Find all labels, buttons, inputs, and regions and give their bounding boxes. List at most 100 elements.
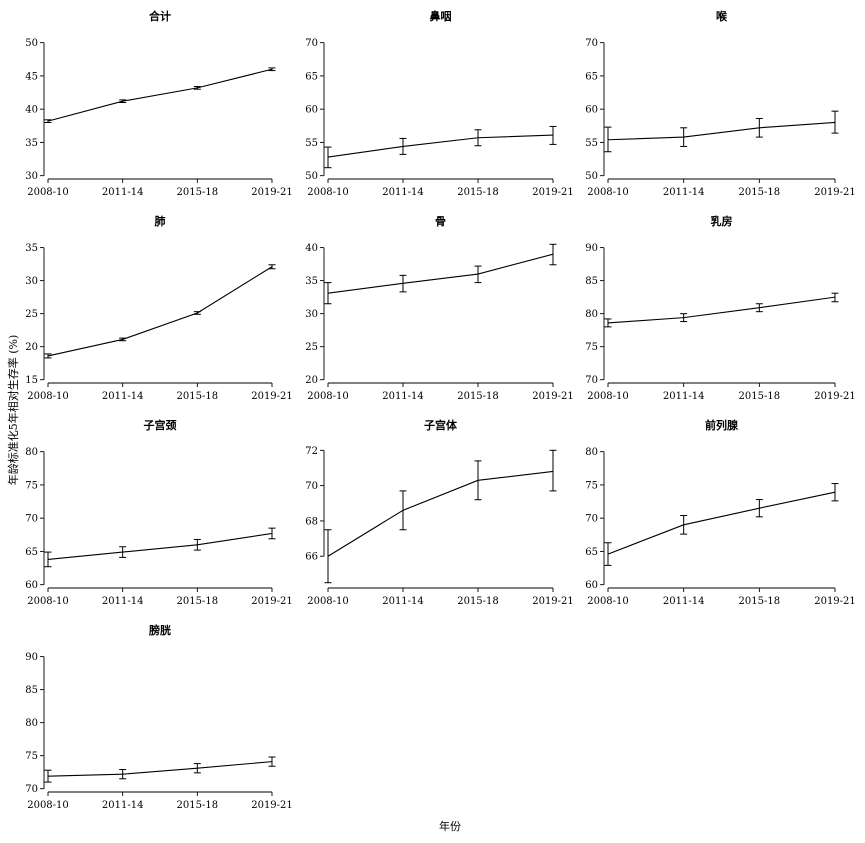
error-bar [831,292,839,303]
x-tick-label: 2008-10 [307,391,349,402]
x-tick-label: 2008-10 [307,187,349,198]
y-tick-label: 72 [305,446,318,457]
error-bar [549,449,557,492]
panel-title: 子宫颈 [144,418,177,432]
error-bar [549,243,557,266]
x-tick-label: 2019-21 [532,391,574,402]
error-bar [193,311,201,315]
error-bar [604,318,612,328]
y-tick-label: 30 [25,171,38,182]
y-tick-label: 60 [585,105,598,116]
y-tick-label: 80 [25,447,38,458]
error-bar [680,515,688,535]
series-line [47,532,273,560]
chart-panel: 肺 15 20 25 30 35 2008-10 2011-14 2015-18 2019-21 [25,214,293,402]
x-tick-label: 2011-14 [663,187,705,198]
y-tick-label: 35 [25,243,38,254]
series-line [607,491,836,555]
y-tick-label: 35 [305,276,318,287]
y-tick-label: 70 [305,481,318,492]
series-line [47,266,273,357]
y-tick-label: 35 [25,138,38,149]
error-bar [268,756,276,767]
error-bar [44,119,52,123]
y-tick-label: 50 [305,171,318,182]
x-tick-label: 2011-14 [102,800,144,811]
y-tick-label: 70 [25,784,38,795]
error-bar [831,483,839,502]
x-tick-label: 2011-14 [382,391,424,402]
error-bar [474,265,482,284]
y-tick-label: 65 [305,71,318,82]
x-tick-label: 2011-14 [102,596,144,607]
error-bar [474,460,482,501]
panel-title: 肺 [155,214,166,228]
x-tick-label: 2019-21 [814,187,856,198]
error-bar [44,551,52,568]
x-tick-label: 2008-10 [27,391,69,402]
series-line [327,134,554,158]
x-tick-label: 2019-21 [251,800,293,811]
error-bar [399,137,407,155]
error-bar [193,763,201,774]
x-tick-label: 2011-14 [663,391,705,402]
y-tick-label: 75 [25,480,38,491]
error-bar [44,353,52,359]
error-bar [474,129,482,147]
error-bar [119,337,127,342]
x-tick-label: 2019-21 [814,391,856,402]
x-tick-label: 2015-18 [457,596,499,607]
x-tick-label: 2019-21 [251,596,293,607]
series-line [47,761,273,777]
chart-panel: 子宫颈 60 65 70 75 80 2008-10 2011-14 2015-18 2019-2… [25,418,293,607]
error-bar [119,99,127,104]
y-tick-label: 50 [585,171,598,182]
error-bar [193,86,201,90]
y-tick-label: 60 [25,580,38,591]
x-axis-label: 年份 [439,820,461,833]
error-bar [268,67,276,72]
error-bar [324,282,332,305]
y-tick-label: 70 [585,375,598,386]
error-bar [680,313,688,323]
x-tick-label: 2008-10 [307,596,349,607]
x-tick-label: 2008-10 [27,800,69,811]
x-tick-label: 2015-18 [177,391,219,402]
error-bar [44,769,52,783]
x-tick-label: 2015-18 [177,800,219,811]
y-tick-label: 65 [585,547,598,558]
y-tick-label: 90 [25,652,38,663]
y-tick-label: 30 [25,276,38,287]
chart-panel: 膀胱 70 75 80 85 90 2008-10 2011-14 2015-18 2019-21 [25,623,293,811]
panel-title: 膀胱 [148,623,171,637]
y-tick-label: 25 [305,342,318,353]
error-bar [268,264,276,270]
panel-title: 喉 [716,9,728,23]
y-tick-label: 80 [585,309,598,320]
panel-title: 乳房 [711,214,733,228]
series-line [47,68,273,122]
y-tick-label: 55 [305,138,318,149]
y-tick-label: 75 [25,751,38,762]
series-line [327,253,554,294]
y-tick-label: 68 [305,516,318,527]
x-tick-label: 2015-18 [739,391,781,402]
series-line [607,296,836,324]
series-line [607,121,836,141]
y-tick-label: 50 [25,38,38,49]
chart-panel: 乳房 70 75 80 85 90 2008-10 2011-14 2015-18 2019-21 [585,214,856,402]
y-tick-label: 75 [585,480,598,491]
error-bar [755,499,763,518]
y-tick-label: 80 [25,718,38,729]
error-bar [755,117,763,138]
y-tick-label: 90 [585,243,598,254]
error-bar [549,125,557,145]
x-tick-label: 2008-10 [587,187,629,198]
y-tick-label: 60 [305,105,318,116]
panel-title: 骨 [435,215,446,228]
y-tick-label: 20 [25,342,38,353]
error-bar [119,769,127,780]
panel-title: 子宫体 [424,418,458,432]
error-bar [324,529,332,584]
